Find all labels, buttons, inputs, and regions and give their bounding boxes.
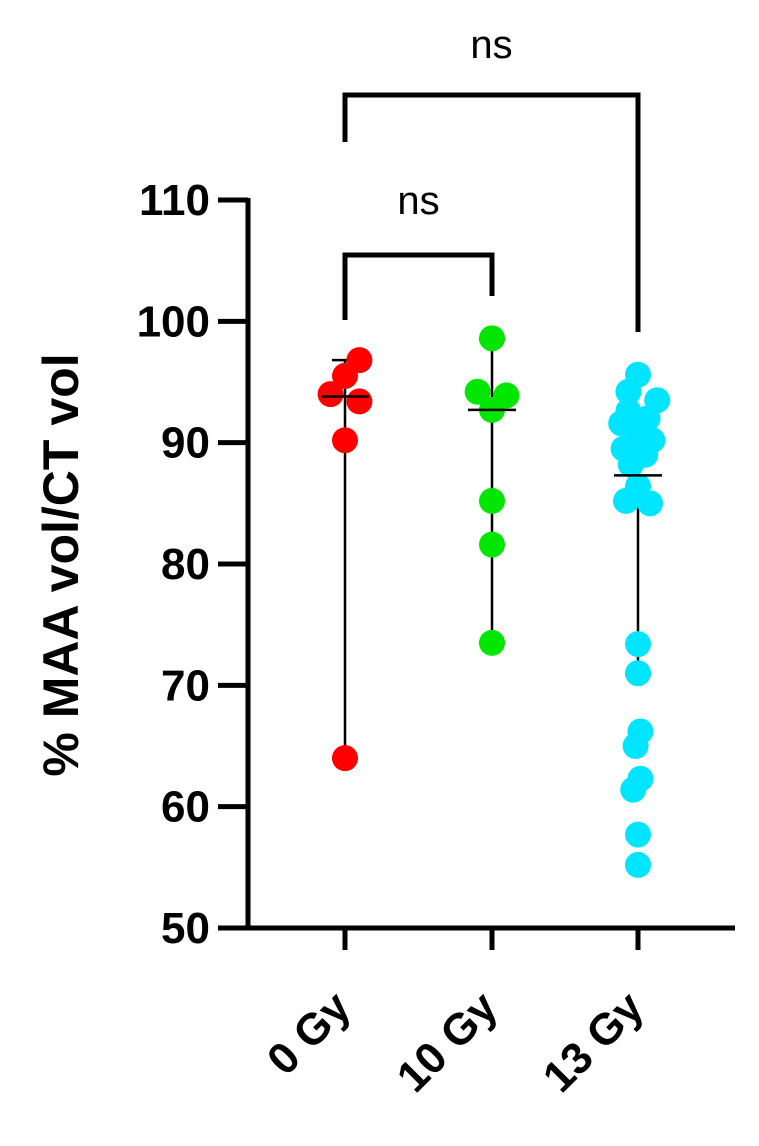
x-axis: 0 Gy 10 Gy 13 Gy (246, 925, 735, 1102)
data-point (617, 451, 644, 478)
significance-brackets: ns ns (342, 23, 641, 332)
y-axis: 50 60 70 80 90 100 110 (137, 176, 251, 953)
x-tick-label: 0 Gy (258, 982, 360, 1084)
data-point (332, 745, 358, 772)
data-point (346, 347, 373, 374)
y-tick-label: 110 (139, 176, 210, 225)
y-tick-label: 70 (161, 661, 210, 710)
significance-label: ns (470, 23, 512, 67)
data-point (332, 427, 358, 454)
y-tick-label: 50 (161, 904, 210, 953)
x-tick-label: 13 Gy (534, 982, 654, 1102)
data-point (479, 325, 505, 352)
data-point (317, 381, 344, 408)
median-lines (321, 395, 662, 477)
comparison-bracket (342, 92, 641, 332)
data-point (346, 388, 373, 415)
data-point (625, 631, 651, 658)
data-points (317, 325, 671, 878)
significance-label: ns (397, 179, 439, 223)
y-tick-label: 90 (161, 419, 210, 468)
data-point (625, 660, 651, 687)
y-tick-label: 100 (137, 297, 210, 346)
data-point (479, 629, 505, 656)
y-tick-label: 60 (161, 783, 210, 832)
data-point (479, 487, 505, 514)
data-point (620, 776, 647, 803)
data-point (615, 378, 642, 405)
y-tick-label: 80 (161, 540, 210, 589)
x-tick-label: 10 Gy (388, 982, 508, 1102)
data-point (625, 821, 651, 848)
data-point (613, 487, 639, 514)
y-axis-label: % MAA vol/CT vol (33, 353, 89, 776)
data-point (637, 490, 663, 517)
data-point (625, 851, 651, 878)
comparison-bracket (342, 252, 495, 320)
data-point (464, 378, 491, 405)
data-point (622, 733, 649, 759)
data-point (479, 531, 505, 558)
